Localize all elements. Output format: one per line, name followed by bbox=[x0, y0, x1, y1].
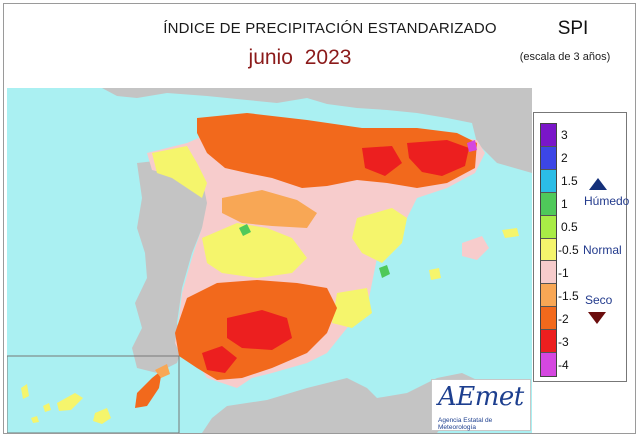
map-title: ÍNDICE DE PRECIPITACIÓN ESTANDARIZADO bbox=[163, 20, 497, 37]
field-yellow-southeast bbox=[332, 288, 372, 328]
canary-islands bbox=[21, 364, 170, 424]
legend-tick-label: 1 bbox=[561, 197, 568, 212]
island-lanzarote bbox=[155, 364, 170, 378]
legend-normal-label: Normal bbox=[583, 243, 622, 257]
field-red-catalonia bbox=[407, 140, 469, 176]
island-gran-canaria bbox=[93, 408, 111, 424]
figure-frame bbox=[3, 3, 636, 434]
other-countries bbox=[102, 88, 532, 433]
legend-swatch bbox=[541, 215, 556, 239]
legend-swatch bbox=[541, 124, 556, 147]
field-red-andalusia bbox=[227, 310, 292, 350]
legend-wet-label: Húmedo bbox=[584, 194, 630, 208]
portugal-landmass bbox=[132, 158, 212, 373]
island-tenerife bbox=[57, 393, 83, 411]
field-purple-catalonia bbox=[467, 140, 477, 152]
legend-swatch bbox=[541, 353, 556, 376]
island-la-palma bbox=[21, 384, 29, 399]
aemet-logo: AEmet Agencia Estatal de Meteorología bbox=[431, 379, 531, 431]
period-month: junio bbox=[248, 46, 293, 69]
legend-color-bar bbox=[540, 123, 557, 377]
map-period: junio 2023 bbox=[240, 46, 360, 70]
legend-tick-label: -3 bbox=[558, 334, 569, 349]
field-red-aragon bbox=[362, 146, 402, 176]
wet-arrow-icon bbox=[589, 178, 607, 190]
legend-tick-label: -0.5 bbox=[558, 243, 579, 257]
legend-swatch bbox=[541, 330, 556, 354]
legend-tick-label: 3 bbox=[561, 128, 568, 143]
legend-tick-label: -1.5 bbox=[558, 288, 579, 303]
canary-inset-frame bbox=[7, 355, 180, 433]
legend-swatch bbox=[541, 146, 556, 170]
legend-tick-label: -1 bbox=[558, 265, 569, 280]
legend-swatch bbox=[541, 307, 556, 331]
field-yellow-central-west bbox=[202, 223, 307, 278]
legend-tick-label: 1.5 bbox=[561, 174, 578, 189]
legend-dry-label: Seco bbox=[585, 293, 613, 307]
island-ibiza bbox=[429, 268, 441, 280]
north-africa-landmass bbox=[202, 373, 477, 433]
legend-swatch bbox=[541, 192, 556, 216]
legend-swatch bbox=[541, 169, 556, 193]
field-yellow-east-coast bbox=[352, 208, 407, 263]
index-scale-note: (escala de 3 años) bbox=[519, 51, 611, 63]
france-landmass bbox=[102, 88, 532, 173]
legend-tick-label: 2 bbox=[561, 151, 568, 166]
field-lightorange-center bbox=[222, 190, 317, 228]
field-yellow-northwest bbox=[152, 146, 207, 198]
spi-fields bbox=[152, 113, 477, 380]
dry-arrow-icon bbox=[588, 312, 606, 324]
index-name: SPI bbox=[557, 18, 589, 39]
island-fuerteventura bbox=[135, 370, 162, 408]
legend-tick-label: 0.5 bbox=[561, 220, 578, 235]
balearic-islands bbox=[429, 228, 519, 280]
field-orange-north bbox=[197, 113, 477, 188]
field-red-southwest bbox=[202, 346, 237, 373]
island-el-hierro bbox=[31, 416, 39, 423]
aemet-logo-wordmark: AEmet bbox=[438, 382, 524, 412]
legend-tick-label: -4 bbox=[558, 357, 569, 372]
spi-map bbox=[7, 88, 532, 433]
field-green-southeast bbox=[379, 265, 390, 278]
legend-tick-label: -2 bbox=[558, 311, 569, 326]
period-year: 2023 bbox=[304, 46, 352, 69]
legend-swatch bbox=[541, 261, 556, 285]
field-green-center bbox=[239, 224, 251, 236]
legend-swatch bbox=[541, 238, 556, 262]
island-menorca bbox=[502, 228, 519, 238]
island-mallorca bbox=[462, 236, 489, 260]
island-la-gomera bbox=[43, 403, 51, 412]
aemet-logo-subtext: Agencia Estatal de Meteorología bbox=[438, 417, 493, 431]
legend-swatch bbox=[541, 284, 556, 308]
